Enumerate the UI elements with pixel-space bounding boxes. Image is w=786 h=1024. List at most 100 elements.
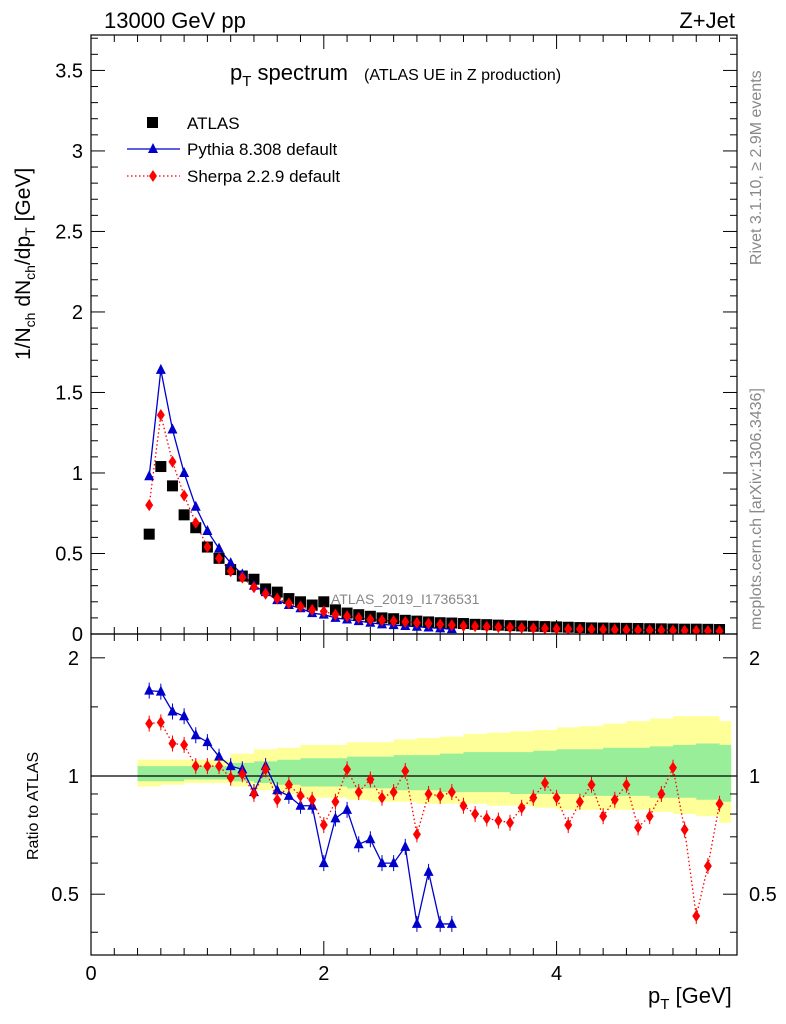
sherpa-ratio-point bbox=[366, 773, 375, 786]
sherpa-point bbox=[634, 623, 643, 634]
sherpa-point bbox=[459, 619, 468, 632]
uncertainty-band-inner bbox=[137, 743, 732, 802]
sherpa-point bbox=[680, 624, 689, 634]
sherpa-point bbox=[401, 615, 410, 628]
sherpa-point bbox=[668, 624, 677, 634]
sherpa-ratio-point bbox=[692, 909, 701, 922]
ratio-y-tick-label-right: 2 bbox=[749, 648, 760, 670]
sherpa-point bbox=[238, 571, 247, 584]
sherpa-ratio-point bbox=[238, 768, 247, 781]
analysis-tag: ATLAS_2019_I1736531 bbox=[331, 591, 480, 607]
pythia-ratio-point bbox=[144, 684, 155, 695]
sherpa-point bbox=[273, 592, 282, 605]
sherpa-point bbox=[424, 617, 433, 630]
legend-marker-pythia bbox=[148, 143, 158, 153]
pythia-point bbox=[144, 470, 155, 481]
sherpa-point bbox=[284, 597, 293, 610]
pythia-ratio-point bbox=[411, 917, 422, 928]
energy-label: 13000 GeV pp bbox=[104, 8, 246, 33]
sherpa-ratio-point bbox=[191, 760, 200, 773]
sherpa-point bbox=[168, 455, 177, 468]
sherpa-ratio-point bbox=[308, 793, 317, 806]
y-tick-label: 3 bbox=[72, 141, 83, 163]
mcplots-label: mcplots.cern.ch [arXiv:1306.3436] bbox=[748, 388, 765, 630]
x-tick-label: 4 bbox=[551, 963, 562, 985]
sherpa-ratio-point bbox=[424, 787, 433, 800]
sherpa-ratio-point bbox=[401, 764, 410, 777]
pythia-ratio-point bbox=[376, 857, 387, 868]
pythia-point bbox=[225, 557, 236, 568]
plot-title-note: (ATLAS UE in Z production) bbox=[364, 67, 561, 84]
sherpa-ratio-point bbox=[482, 812, 491, 825]
sherpa-ratio-point bbox=[284, 778, 293, 791]
pythia-ratio-point bbox=[353, 838, 364, 849]
sherpa-ratio-point bbox=[622, 778, 631, 791]
sherpa-point bbox=[564, 623, 573, 634]
sherpa-point bbox=[389, 615, 398, 628]
sherpa-ratio-point bbox=[343, 763, 352, 776]
ratio-y-tick-label: 2 bbox=[68, 648, 79, 670]
x-tick-label: 2 bbox=[318, 963, 329, 985]
sherpa-point bbox=[377, 614, 386, 627]
plot-title: pT spectrum bbox=[230, 60, 348, 90]
pythia-ratio-point bbox=[423, 865, 434, 876]
sherpa-ratio-point bbox=[319, 819, 328, 832]
pythia-ratio-point bbox=[155, 685, 166, 696]
sherpa-ratio-point bbox=[610, 793, 619, 806]
pythia-ratio-point bbox=[330, 812, 341, 823]
sherpa-point bbox=[436, 618, 445, 631]
sherpa-point bbox=[482, 620, 491, 633]
top-series bbox=[143, 363, 726, 634]
sherpa-ratio-point bbox=[506, 816, 515, 829]
sherpa-ratio-point bbox=[540, 776, 549, 789]
sherpa-ratio-point bbox=[273, 793, 282, 806]
sherpa-point bbox=[529, 622, 538, 634]
sherpa-point bbox=[575, 623, 584, 634]
sherpa-point bbox=[715, 625, 724, 634]
sherpa-point bbox=[447, 619, 456, 632]
sherpa-ratio-point bbox=[599, 810, 608, 823]
pythia-ratio-point bbox=[435, 917, 446, 928]
pythia-ratio-point bbox=[295, 799, 306, 810]
sherpa-point bbox=[354, 611, 363, 624]
atlas-point bbox=[166, 480, 178, 492]
pythia-ratio-point bbox=[179, 710, 190, 721]
pythia-ratio-point bbox=[283, 789, 294, 800]
sherpa-ratio-point bbox=[145, 717, 154, 730]
pythia-ratio-point bbox=[446, 917, 457, 928]
sherpa-ratio-point bbox=[215, 760, 224, 773]
pythia-point bbox=[167, 423, 178, 434]
x-tick-label: 0 bbox=[85, 963, 96, 985]
sherpa-point bbox=[517, 621, 526, 634]
sherpa-ratio-point bbox=[517, 801, 526, 814]
sherpa-point bbox=[191, 516, 200, 529]
y-tick-label: 0.5 bbox=[55, 543, 83, 565]
sherpa-ratio-point bbox=[296, 789, 305, 802]
sherpa-ratio-point bbox=[389, 786, 398, 799]
sherpa-ratio-point bbox=[459, 799, 468, 812]
y-tick-label: 2.5 bbox=[55, 221, 83, 243]
sherpa-point bbox=[494, 621, 503, 634]
ratio-y-tick-label-right: 0.5 bbox=[749, 884, 777, 906]
sherpa-ratio-point bbox=[412, 828, 421, 841]
ratio-y-tick-label: 1 bbox=[68, 766, 79, 788]
ratio-y-tick-label: 0.5 bbox=[51, 884, 79, 906]
pythia-ratio-point bbox=[342, 803, 353, 814]
sherpa-point bbox=[610, 623, 619, 634]
sherpa-point bbox=[145, 499, 154, 512]
sherpa-point bbox=[587, 623, 596, 634]
sherpa-point bbox=[226, 565, 235, 578]
sherpa-ratio-point bbox=[564, 819, 573, 832]
ratio-series bbox=[144, 682, 724, 932]
legend-marker-sherpa bbox=[149, 170, 157, 182]
sherpa-point bbox=[319, 605, 328, 618]
sherpa-point bbox=[156, 409, 165, 422]
sherpa-ratio-point bbox=[494, 814, 503, 827]
pythia-ratio-point bbox=[272, 784, 283, 795]
sherpa-ratio-point bbox=[226, 771, 235, 784]
sherpa-point bbox=[366, 613, 375, 626]
atlas-point bbox=[271, 586, 283, 598]
ratio-plot-area bbox=[91, 716, 737, 823]
sherpa-ratio-point bbox=[180, 738, 189, 751]
